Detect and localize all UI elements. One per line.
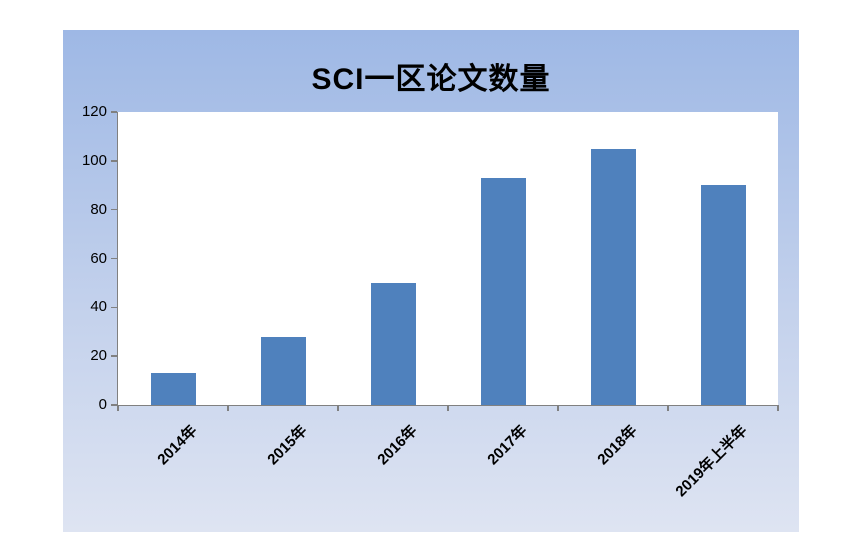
y-tick-label: 20 xyxy=(90,347,107,365)
x-axis-tick xyxy=(557,405,559,411)
x-axis-tick xyxy=(777,405,779,411)
bar-2015年 xyxy=(260,336,306,405)
y-axis-tick xyxy=(110,208,117,211)
bar-2016年 xyxy=(370,282,416,405)
x-axis-tick xyxy=(667,405,669,411)
x-axis-tick xyxy=(447,405,449,411)
x-tick-label: 2017年 xyxy=(483,422,531,469)
y-axis-tick xyxy=(110,257,117,260)
bar-2019年上半年 xyxy=(700,185,746,405)
y-axis-tick xyxy=(110,355,117,357)
x-axis-tick xyxy=(227,405,229,411)
y-tick-label: 60 xyxy=(90,249,107,267)
x-axis-tick xyxy=(337,405,339,411)
chart-card: SCI一区论文数量 0 20 40 60 80 100 120 2014年 2015年 2016… xyxy=(63,30,799,532)
y-axis-tick xyxy=(110,160,117,162)
y-axis-tick xyxy=(110,306,117,309)
plot-area xyxy=(110,111,779,411)
y-axis-tick xyxy=(110,404,117,406)
x-tick-label: 2015年 xyxy=(263,422,311,469)
chart-title: SCI一区论文数量 xyxy=(311,63,551,96)
y-tick-label: 80 xyxy=(90,200,107,218)
bar-2017年 xyxy=(480,177,526,405)
x-axis-tick xyxy=(117,405,119,411)
x-tick-label: 2014年 xyxy=(153,422,201,469)
bar-2014年 xyxy=(150,373,196,405)
y-tick-label: 0 xyxy=(98,396,107,413)
x-tick-label: 2016年 xyxy=(373,422,421,469)
x-axis-labels: 2014年 2015年 2016年 2017年 2018年 2019年上半年 xyxy=(117,406,777,532)
x-tick-label: 2019年上半年 xyxy=(672,422,751,501)
y-tick-label: 40 xyxy=(90,298,107,316)
y-axis-tick xyxy=(110,111,117,113)
x-tick-label: 2018年 xyxy=(593,422,641,469)
y-tick-label: 100 xyxy=(81,151,107,169)
y-axis-labels: 0 20 40 60 80 100 120 xyxy=(63,104,107,413)
y-tick-label: 120 xyxy=(81,103,107,120)
bar-2018年 xyxy=(590,148,636,405)
